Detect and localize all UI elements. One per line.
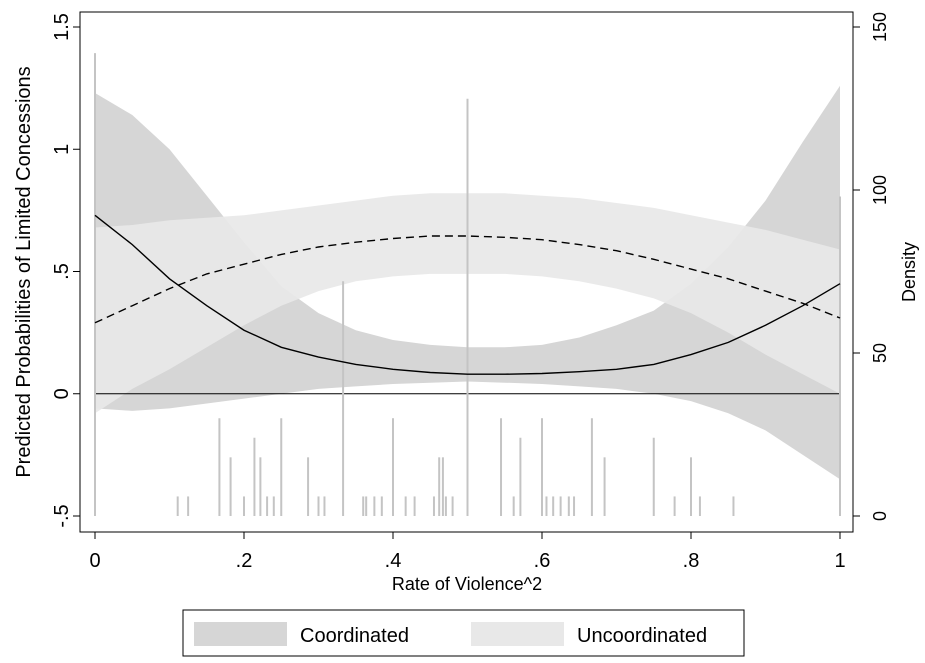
- y-axis-label-left: Predicted Probabilities of Limited Conce…: [13, 66, 35, 477]
- legend: Coordinated Uncoordinated: [182, 609, 745, 657]
- y-right-tick-label: 150: [870, 12, 890, 42]
- y-left-tick-label: 1: [51, 144, 73, 155]
- legend-label-uncoordinated: Uncoordinated: [577, 625, 707, 647]
- coordinated-ci-band: [95, 85, 840, 480]
- x-tick-label: 1: [834, 550, 845, 572]
- coordinated-estimate-line: [94, 214, 841, 375]
- uncoordinated-ci-band: [95, 193, 840, 414]
- legend-label-coordinated: Coordinated: [300, 625, 409, 647]
- x-tick-label: 0: [89, 550, 100, 572]
- y-right-tick-label: 50: [870, 343, 890, 363]
- legend-swatch-coordinated: [194, 622, 287, 646]
- y-right-tick-label: 0: [870, 511, 890, 521]
- y-left-tick-label: 1.5: [51, 13, 73, 41]
- x-tick-label: .4: [385, 550, 402, 572]
- y-left-tick-label: .5: [51, 263, 73, 280]
- axes: 0 .2 .4 .6 .8 1 -.5 0 .5 1 1.5 0 50 100 150: [51, 12, 890, 572]
- x-axis-label: Rate of Violence^2: [392, 574, 542, 594]
- x-tick-label: .8: [683, 550, 700, 572]
- legend-swatch-uncoordinated: [471, 622, 564, 646]
- y-left-tick-label: 0: [51, 388, 73, 399]
- y-axis-label-right: Density: [899, 242, 919, 302]
- uncoordinated-estimate-line: [94, 235, 841, 324]
- y-left-tick-label: -.5: [51, 504, 73, 527]
- x-tick-label: .2: [236, 550, 253, 572]
- plot-area: [94, 53, 841, 516]
- x-tick-label: .6: [534, 550, 551, 572]
- y-right-tick-label: 100: [870, 175, 890, 205]
